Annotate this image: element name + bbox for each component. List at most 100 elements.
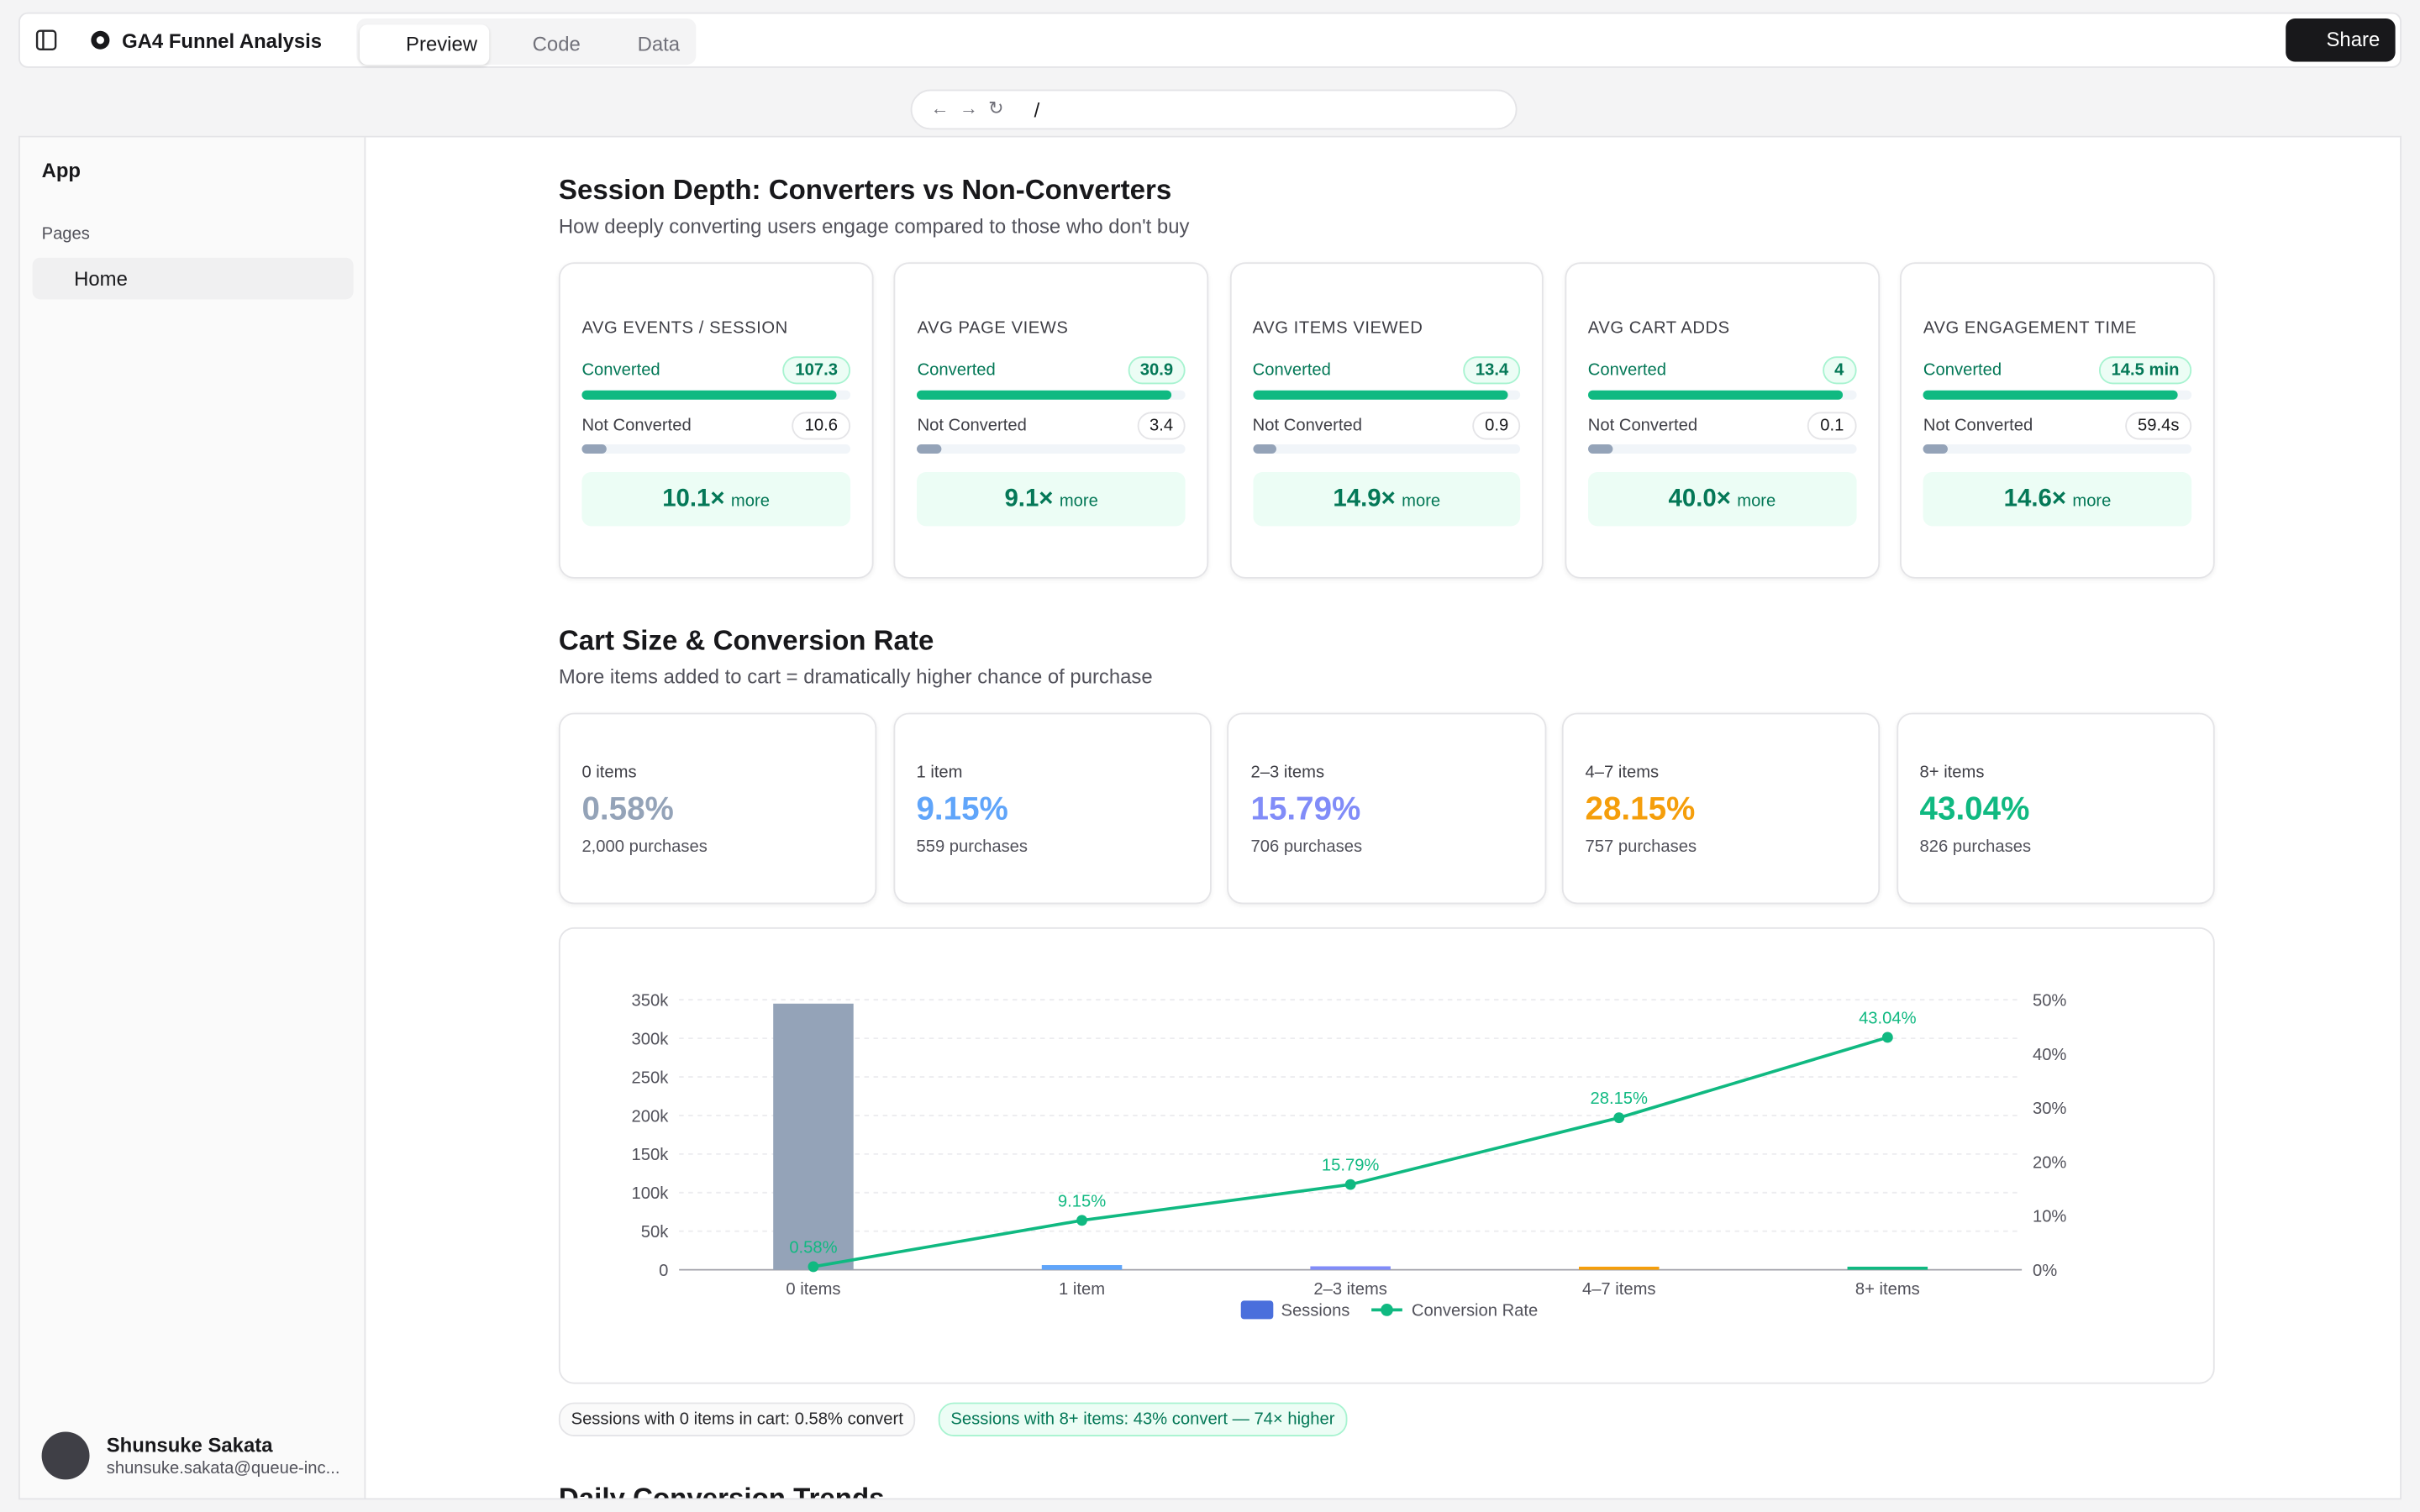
multiplier-suffix: more bbox=[1059, 491, 1098, 511]
x-tick-label: 0 items bbox=[786, 1280, 840, 1299]
point bbox=[1613, 1112, 1625, 1124]
point bbox=[1344, 1179, 1356, 1190]
section-label: Pages bbox=[41, 225, 90, 244]
not-converted-value: 3.4 bbox=[1137, 412, 1186, 440]
user-name: Shunsuke Sakata bbox=[106, 1433, 273, 1457]
cart-card: 1 item 9.15% 559 purchases bbox=[892, 712, 1212, 905]
multiplier-value: 40.0× bbox=[1668, 486, 1731, 512]
y-tick-label: 100k bbox=[632, 1184, 670, 1203]
y-tick-label: 0 bbox=[659, 1262, 668, 1280]
cart-label: 0 items bbox=[581, 764, 637, 783]
y-tick-label: 150k bbox=[632, 1146, 670, 1164]
not-converted-track bbox=[1587, 444, 1857, 454]
point bbox=[808, 1261, 819, 1273]
sidebar-toggle[interactable] bbox=[35, 29, 57, 51]
not-converted-value: 0.1 bbox=[1807, 412, 1857, 440]
y-tick-label: 250k bbox=[632, 1068, 670, 1087]
project-icon bbox=[91, 30, 110, 50]
cart-label: 4–7 items bbox=[1585, 764, 1660, 783]
data-label: 43.04% bbox=[1859, 1009, 1917, 1027]
cart-purchases: 706 purchases bbox=[1250, 837, 1363, 857]
y2-tick-label: 40% bbox=[2033, 1046, 2066, 1064]
multiplier: 14.9× more bbox=[1252, 472, 1521, 527]
cart-card: 8+ items 43.04% 826 purchases bbox=[1897, 712, 2215, 905]
not-converted-fill bbox=[1252, 444, 1277, 454]
chart-card: 0 50k 100k 150k 200k 250k 300k 350k 0% 10% 20% 30% 4… bbox=[558, 927, 2215, 1384]
note: Sessions with 0 items in cart: 0.58% con… bbox=[558, 1402, 916, 1437]
cart-rate: 15.79% bbox=[1250, 791, 1361, 827]
bar bbox=[1847, 1266, 1928, 1270]
point bbox=[1881, 1032, 1893, 1043]
user-email: shunsuke.sakata@queue-inc... bbox=[106, 1459, 340, 1478]
not-converted-label: Not Converted bbox=[1252, 416, 1362, 435]
not-converted-fill bbox=[917, 444, 942, 454]
not-converted-value: 10.6 bbox=[792, 412, 850, 440]
avatar bbox=[41, 1431, 90, 1480]
url-bar[interactable]: ← → ↻ / bbox=[910, 89, 1518, 130]
metric-card: AVG ITEMS VIEWED Converted 13.4 Not Convert… bbox=[1229, 262, 1544, 579]
not-converted-track bbox=[917, 444, 1186, 454]
sidebar: App Pages Home Shunsuke Sakata shunsuke.… bbox=[19, 137, 366, 1499]
tab[interactable]: Code bbox=[532, 32, 581, 56]
bar bbox=[773, 1003, 854, 1270]
converted-label: Converted bbox=[1923, 360, 2002, 380]
tab[interactable]: Preview bbox=[359, 24, 490, 66]
metric-label: AVG ENGAGEMENT TIME bbox=[1923, 319, 2138, 339]
metric-label: AVG PAGE VIEWS bbox=[917, 319, 1069, 339]
x-tick-label: 1 item bbox=[1059, 1280, 1105, 1299]
legend-label: Conversion Rate bbox=[1412, 1302, 1538, 1320]
cart-purchases: 757 purchases bbox=[1585, 837, 1697, 857]
metric-card: AVG CART ADDS Converted 4 Not Converted 0.1 4… bbox=[1565, 262, 1880, 579]
point bbox=[1076, 1215, 1087, 1226]
cart-purchases: 826 purchases bbox=[1919, 837, 2032, 857]
multiplier-suffix: more bbox=[2072, 491, 2112, 511]
converted-fill bbox=[1923, 390, 2179, 400]
y2-tick-label: 0% bbox=[2033, 1262, 2057, 1280]
cart-rate: 0.58% bbox=[581, 791, 674, 827]
cart-label: 2–3 items bbox=[1250, 764, 1325, 783]
legend-swatch bbox=[1240, 1300, 1274, 1320]
nav-item[interactable]: Home bbox=[32, 257, 354, 300]
depth-cards: AVG EVENTS / SESSION Converted 107.3 Not Co… bbox=[558, 262, 2215, 579]
not-converted-value: 0.9 bbox=[1472, 412, 1521, 440]
y2-tick-label: 50% bbox=[2033, 992, 2066, 1011]
multiplier-value: 14.9× bbox=[1333, 486, 1396, 512]
toolbar: GA4 Funnel Analysis Preview Code Data Sh… bbox=[18, 12, 2402, 68]
tab[interactable]: Data bbox=[637, 32, 681, 56]
data-label: 9.15% bbox=[1058, 1192, 1106, 1210]
metric-label: AVG ITEMS VIEWED bbox=[1252, 319, 1423, 339]
converted-value: 30.9 bbox=[1128, 356, 1186, 385]
converted-value: 13.4 bbox=[1463, 356, 1521, 385]
cart-card: 4–7 items 28.15% 757 purchases bbox=[1561, 712, 1881, 905]
multiplier: 40.0× more bbox=[1587, 472, 1857, 527]
not-converted-fill bbox=[1923, 444, 1948, 454]
data-label: 0.58% bbox=[789, 1238, 837, 1257]
multiplier-suffix: more bbox=[730, 491, 770, 511]
legend-label: Sessions bbox=[1281, 1302, 1349, 1320]
converted-value: 4 bbox=[1822, 356, 1857, 385]
converted-fill bbox=[1252, 390, 1507, 400]
not-converted-fill bbox=[581, 444, 607, 454]
multiplier: 10.1× more bbox=[581, 472, 850, 527]
project-name[interactable]: GA4 Funnel Analysis bbox=[122, 29, 323, 53]
cart-label: 1 item bbox=[916, 764, 963, 783]
cart-purchases: 559 purchases bbox=[916, 837, 1028, 857]
not-converted-label: Not Converted bbox=[917, 416, 1027, 435]
converted-label: Converted bbox=[1587, 360, 1667, 380]
preview-panel: App Pages Home Shunsuke Sakata shunsuke.… bbox=[18, 135, 2402, 1500]
metric-card: AVG EVENTS / SESSION Converted 107.3 Not Co… bbox=[558, 262, 874, 579]
not-converted-value: 59.4s bbox=[2125, 412, 2192, 440]
line bbox=[813, 1036, 1888, 1268]
share-button[interactable]: Share bbox=[2286, 18, 2396, 62]
not-converted-fill bbox=[1587, 444, 1612, 454]
multiplier-value: 14.6× bbox=[2003, 486, 2067, 512]
y-tick-label: 300k bbox=[632, 1030, 670, 1048]
not-converted-label: Not Converted bbox=[1587, 416, 1698, 435]
y2-tick-label: 20% bbox=[2033, 1153, 2066, 1172]
section-title: Daily Conversion Trends bbox=[558, 1483, 885, 1500]
url: / bbox=[1034, 98, 1040, 123]
section-title: Cart Size & Conversion Rate bbox=[558, 624, 934, 656]
converted-track bbox=[917, 390, 1186, 400]
tab-bar: Preview Code Data bbox=[356, 18, 697, 66]
